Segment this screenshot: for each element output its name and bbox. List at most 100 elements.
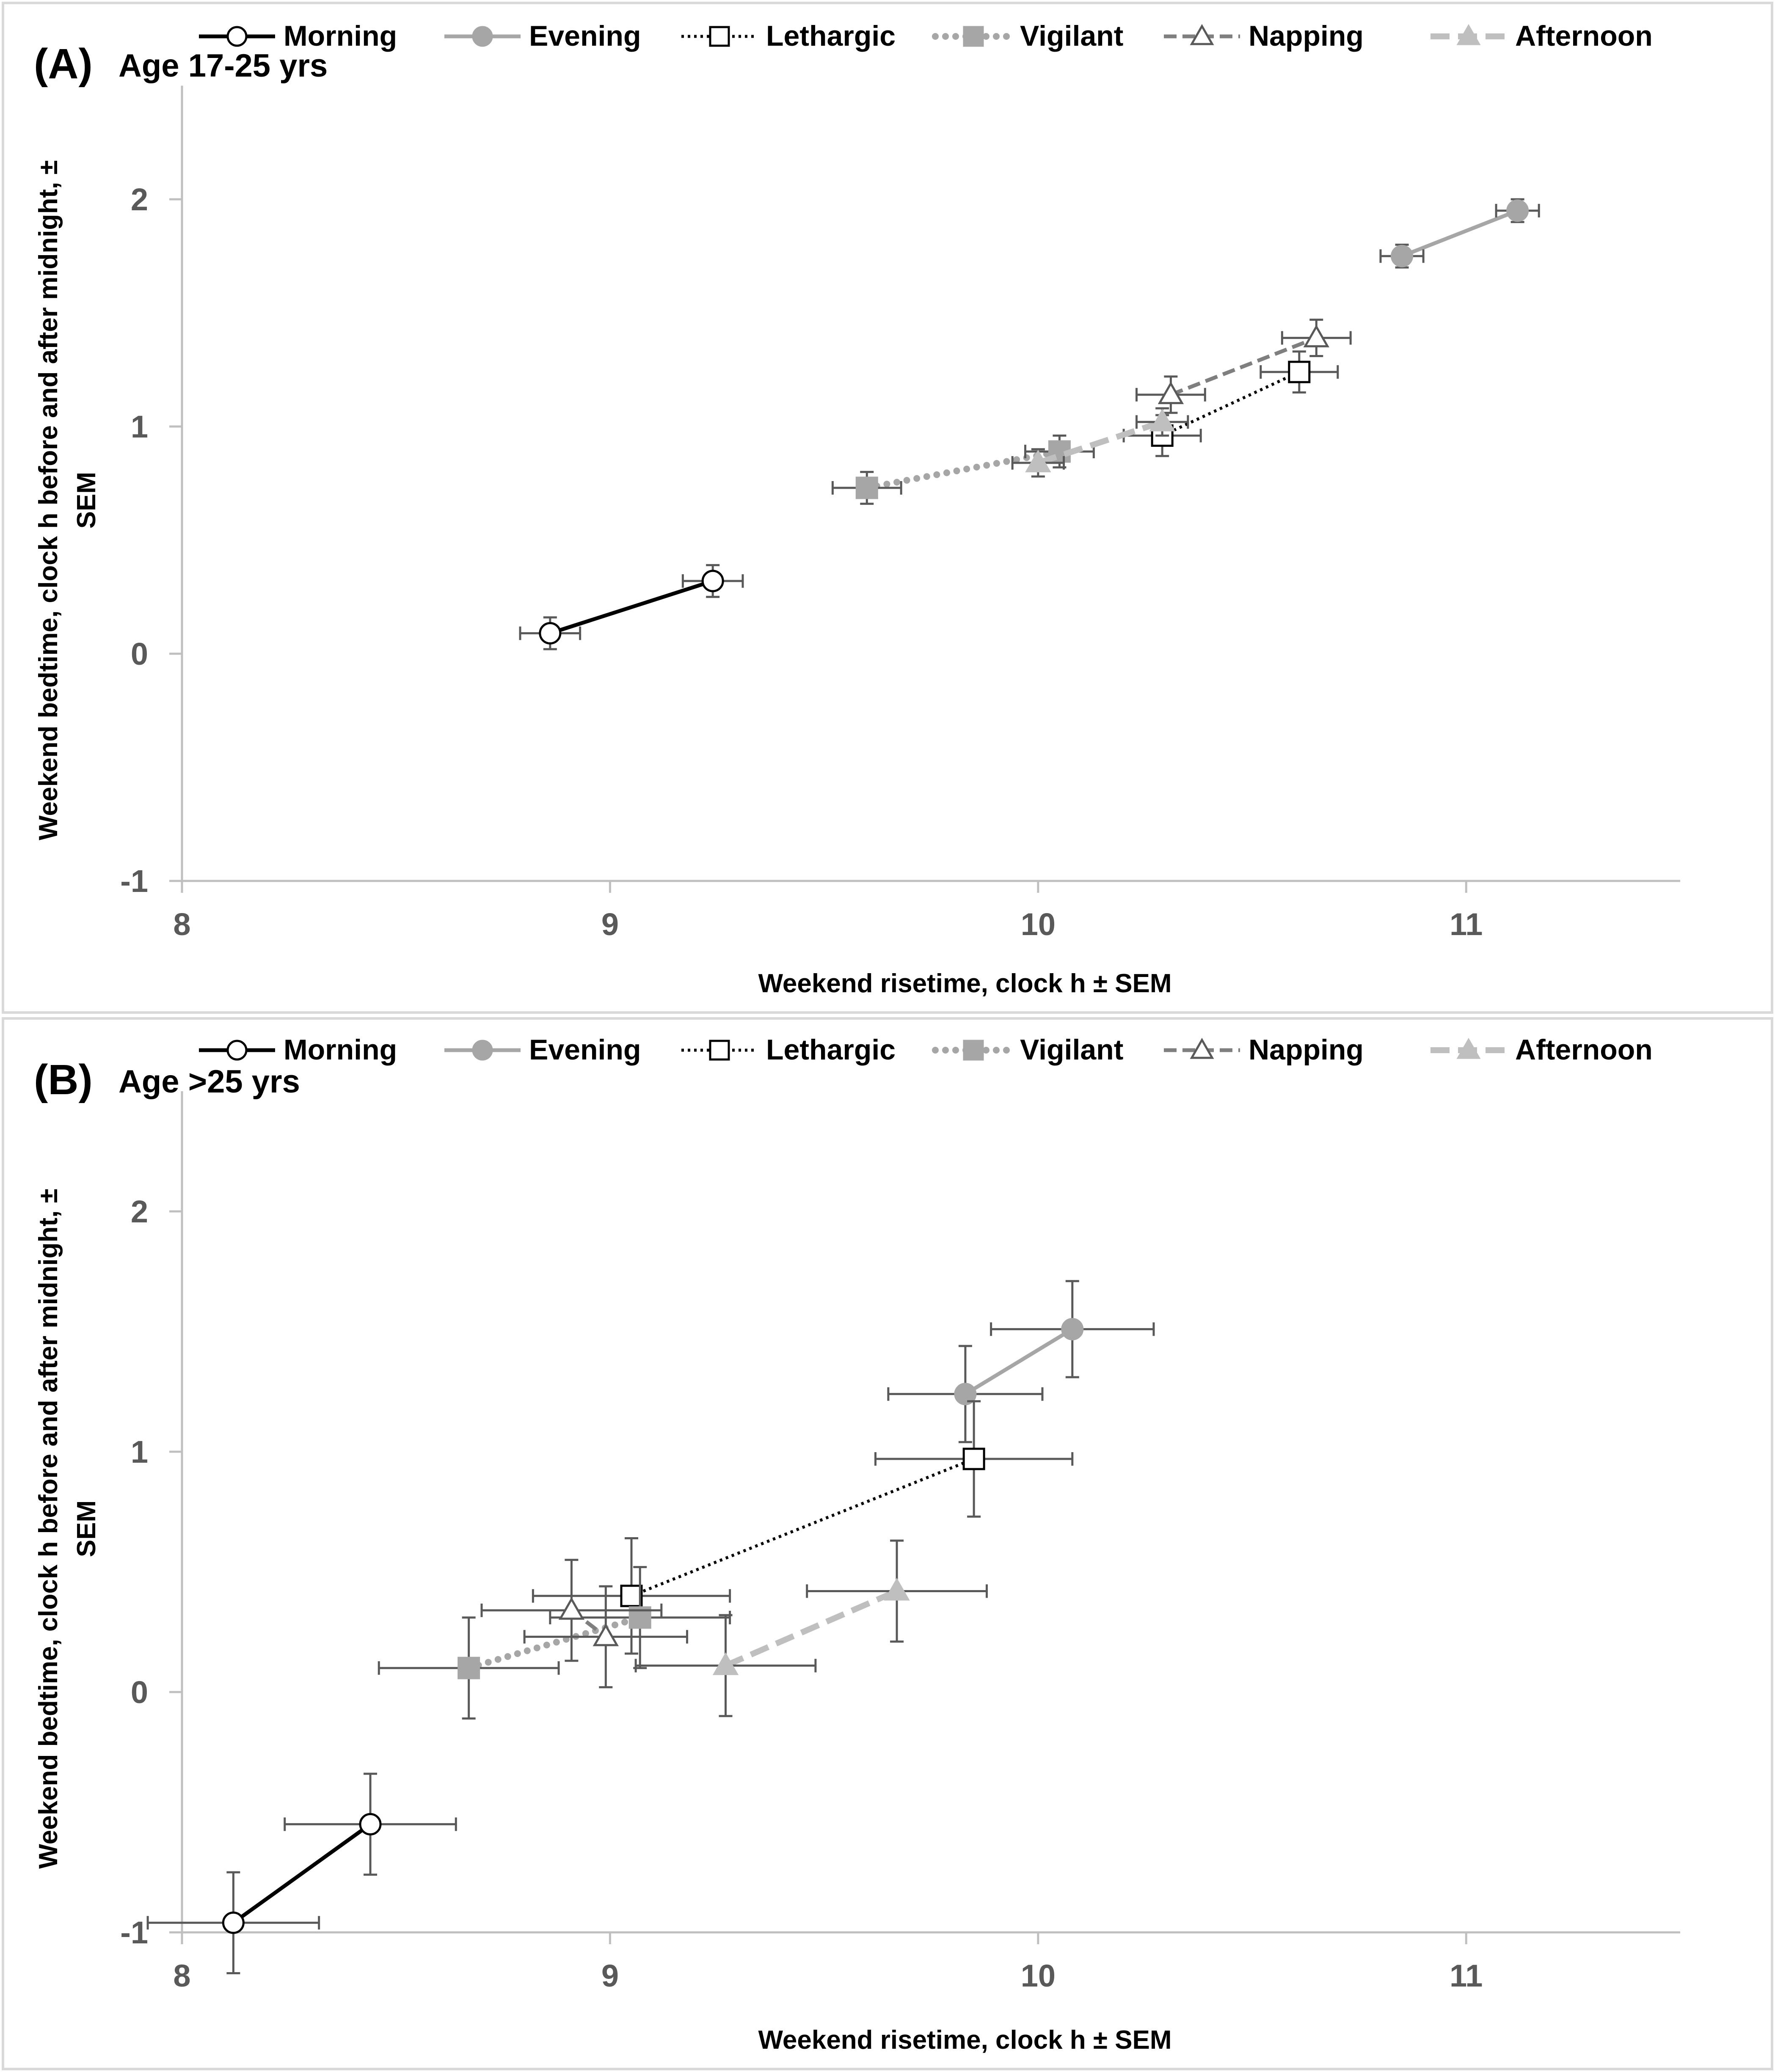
chart-a: -1 0 1 2 8 9 10 11 Weekend risetime, clock h ± S… [34,20,1680,998]
panel-b: -1 0 1 2 8 9 10 11 Weekend risetime, clock h ± S… [2,1017,1773,2070]
y-axis-label-line2: SEM [72,1500,101,1557]
y-axis-label: Weekend bedtime, clock h before and afte… [34,160,63,840]
legend-item: Morning [199,20,397,52]
data-point [1061,1318,1084,1340]
legend-item: Vigilant [932,20,1123,52]
x-axis-label: Weekend risetime, clock h ± SEM [758,969,1171,998]
series-napping [480,1559,688,1689]
series-afternoon [1011,407,1189,478]
x-axis-label: Weekend risetime, clock h ± SEM [758,2025,1171,2055]
series-line [465,1614,644,1672]
legend-item: Afternoon [1430,1034,1653,1066]
legend-label: Morning [284,20,397,52]
legend-item: Lethargic [681,20,896,52]
series-line [964,1327,1074,1396]
data-point [954,1383,977,1406]
legend-marker [1456,1037,1481,1059]
legend-label: Evening [529,20,641,52]
data-point [1506,199,1529,222]
legend-marker [226,1040,248,1061]
y-tick-label: 0 [131,1675,148,1710]
legend-label: Lethargic [766,1034,896,1066]
data-point [458,1656,480,1679]
series-lethargic [1122,350,1339,457]
series-lethargic [532,1400,1074,1655]
series-line [232,1822,372,1924]
data-point [1391,245,1414,267]
legend-label: Lethargic [766,20,896,52]
data-point [1303,325,1329,347]
series-afternoon [634,1539,988,1717]
legend-marker [1190,1037,1214,1059]
legend-item: Napping [1164,20,1364,52]
series-line [631,1457,975,1598]
series-line [863,448,1063,491]
y-tick-label: -1 [120,864,148,899]
x-tick-label: 9 [601,1958,619,1993]
data-point [359,1813,382,1835]
x-tick-label: 9 [601,907,619,942]
series-vigilant [831,434,1095,505]
y-tick-label: 2 [131,1194,148,1229]
legend-label: Morning [284,1034,397,1066]
data-point [539,622,562,645]
panel-a: -1 0 1 2 8 9 10 11 Weekend risetime, clock h ± S… [2,2,1773,1014]
data-point [701,570,724,592]
legend-label: Afternoon [1515,20,1653,52]
data-point [962,1447,985,1470]
data-point [558,1597,585,1620]
data-point [620,1585,643,1607]
legend-item: Morning [199,1034,397,1066]
y-tick-label: 2 [131,182,148,217]
data-point [1158,381,1184,404]
legend-label: Evening [529,1034,641,1066]
series-line [1170,336,1317,397]
series-line [549,579,714,635]
series-evening [887,1280,1155,1443]
legend-marker [963,26,984,47]
x-tick-label: 11 [1450,1958,1483,1993]
legend-label: Vigilant [1020,1034,1123,1066]
data-point [593,1623,619,1646]
legend-marker [1190,24,1214,45]
legend-marker [472,26,493,47]
y-tick-label: 1 [131,1434,148,1469]
series-evening [1379,198,1540,269]
y-axis-label: Weekend bedtime, clock h before and afte… [34,1189,63,1868]
panel-label: (A) [34,40,93,88]
series-morning [146,1772,457,1975]
series-line [1401,209,1519,258]
series-line [724,1588,898,1668]
legend-marker [709,1040,730,1061]
y-tick-label: 1 [131,409,148,444]
chart-b: -1 0 1 2 8 9 10 11 Weekend risetime, clock h ± S… [34,1034,1680,2055]
legend-item: Evening [444,1034,641,1066]
series-vigilant [378,1566,731,1720]
legend-label: Afternoon [1515,1034,1653,1066]
panel-label: (B) [34,1056,93,1103]
y-tick-label: -1 [120,1915,148,1950]
data-point [1025,449,1051,473]
legend-label: Napping [1249,1034,1364,1066]
panel-subtitle: Age 17-25 yrs [119,48,328,84]
x-tick-label: 10 [1021,1958,1056,1993]
y-axis-label-line2: SEM [72,472,101,528]
x-tick-label: 10 [1021,907,1056,942]
data-point [884,1578,910,1601]
legend-marker [1456,24,1481,45]
legend-item: Napping [1164,1034,1364,1066]
y-tick-label: 0 [131,636,148,671]
legend-marker [226,26,248,47]
x-tick-label: 11 [1450,907,1483,942]
panel-subtitle: Age >25 yrs [119,1064,300,1100]
data-point [855,476,878,499]
series-line [1037,419,1163,466]
legend-marker [963,1040,984,1061]
series-morning [519,564,744,650]
legend-marker [709,26,730,47]
legend-item: Evening [444,20,641,52]
data-point [222,1911,245,1934]
series-napping [1135,319,1352,414]
legend-item: Afternoon [1430,20,1653,52]
data-point [712,1652,739,1675]
